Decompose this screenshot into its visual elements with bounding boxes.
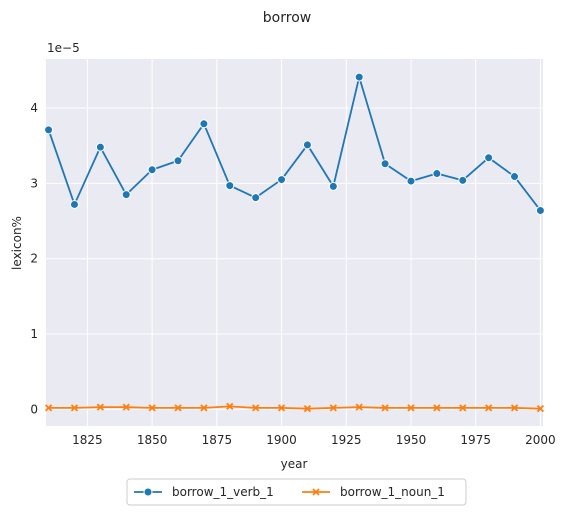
data-point	[69, 199, 79, 209]
data-point	[381, 404, 389, 412]
data-point	[121, 190, 131, 200]
series-layer	[44, 72, 545, 413]
data-point	[484, 153, 494, 163]
data-point	[44, 404, 53, 412]
data-point	[277, 175, 287, 185]
data-point	[226, 402, 234, 411]
data-point	[44, 125, 54, 135]
data-point	[277, 404, 286, 412]
data-point	[510, 172, 520, 182]
data-point	[302, 140, 312, 150]
x-tick-label: 1900	[266, 433, 297, 447]
data-point	[355, 403, 363, 411]
data-point	[535, 205, 545, 215]
grid-lines	[46, 59, 543, 426]
x-tick-labels: 1825 1850 1875 1900 1925 1950 1975 2000	[72, 433, 556, 447]
data-point	[70, 404, 79, 412]
x-tick-label: 1875	[202, 433, 233, 447]
legend: borrow_1_verb_1 borrow_1_noun_1	[126, 478, 467, 506]
legend-entry: borrow_1_noun_1	[302, 485, 445, 499]
data-point	[251, 193, 261, 203]
y-tick-label: 2	[30, 252, 38, 266]
data-point	[329, 404, 337, 412]
legend-marker	[312, 488, 320, 496]
data-point	[252, 404, 260, 412]
legend-label: borrow_1_verb_1	[172, 485, 274, 499]
data-point	[380, 159, 390, 169]
chart-title: borrow	[263, 10, 311, 26]
x-tick-label: 1950	[396, 433, 427, 447]
data-point	[433, 404, 441, 412]
series-line	[48, 405, 541, 410]
data-point	[122, 403, 130, 411]
legend-marker	[143, 487, 153, 497]
x-axis-label: year	[281, 457, 308, 471]
x-tick-label: 1975	[460, 433, 491, 447]
x-tick-label: 2000	[525, 433, 556, 447]
data-point	[199, 119, 209, 129]
data-point	[173, 156, 183, 166]
y-tick-label: 3	[30, 176, 38, 190]
data-point	[328, 181, 338, 191]
data-point	[96, 403, 104, 411]
series-borrow_1_noun_1	[44, 402, 545, 413]
data-point	[458, 175, 468, 185]
x-tick-label: 1925	[331, 433, 362, 447]
data-point	[303, 405, 312, 413]
data-point	[95, 142, 105, 152]
y-offset-label: 1e−5	[47, 41, 80, 55]
plot-area	[46, 59, 543, 426]
y-tick-labels: 0 1 2 3 4	[30, 101, 38, 416]
data-point	[485, 404, 493, 412]
data-point	[536, 405, 545, 413]
data-point	[432, 169, 442, 179]
y-tick-label: 0	[30, 402, 38, 416]
legend-label: borrow_1_noun_1	[340, 485, 445, 499]
data-point	[407, 404, 415, 412]
data-point	[510, 404, 519, 412]
y-tick-label: 1	[30, 327, 38, 341]
data-point	[354, 72, 364, 82]
series-borrow_1_verb_1	[44, 72, 545, 215]
x-tick-label: 1850	[137, 433, 168, 447]
y-tick-label: 4	[30, 101, 38, 115]
data-point	[148, 404, 156, 412]
x-tick-label: 1825	[72, 433, 103, 447]
data-point	[459, 404, 467, 412]
data-point	[225, 181, 235, 191]
legend-entry: borrow_1_verb_1	[134, 485, 274, 499]
data-point	[406, 176, 416, 186]
data-point	[147, 165, 157, 175]
data-point	[200, 404, 208, 412]
legend-box	[126, 478, 467, 506]
y-axis-label: lexicon%	[10, 216, 24, 270]
data-point	[174, 404, 182, 412]
